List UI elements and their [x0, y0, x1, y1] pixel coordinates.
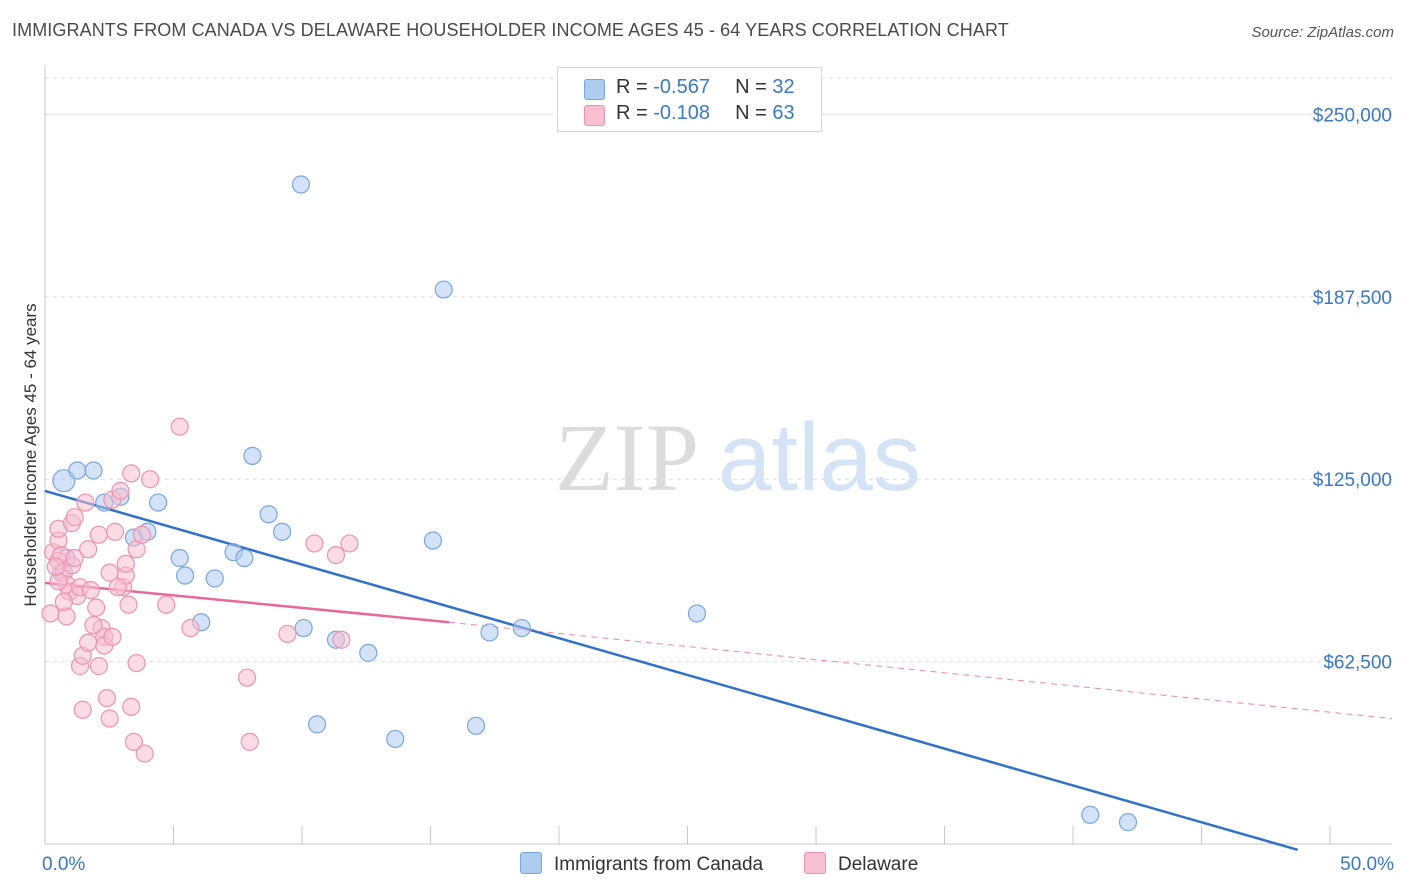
- delaware-point: [340, 534, 359, 553]
- canada-point: [84, 461, 103, 480]
- canada-point: [175, 566, 195, 585]
- data-points: [41, 175, 1138, 832]
- delaware-point: [81, 581, 100, 600]
- bottom-legend-label-delaware: Delaware: [838, 854, 919, 875]
- canada-point: [243, 446, 262, 465]
- legend-swatch-canada: [584, 79, 605, 100]
- watermark-atlas: atlas: [718, 404, 921, 511]
- canada-point: [466, 716, 486, 735]
- bottom-legend-label-canada: Immigrants from Canada: [554, 854, 764, 875]
- delaware-point: [116, 554, 135, 573]
- delaware-point: [157, 595, 176, 614]
- legend-n-label: N =: [735, 102, 773, 124]
- legend-n-value: 63: [772, 102, 795, 124]
- delaware-point: [65, 548, 84, 568]
- bottom-legend-swatch-canada: [520, 852, 542, 874]
- y-tick-label: $250,000: [1313, 105, 1392, 126]
- canada-point: [307, 715, 327, 734]
- legend-r-label: R =: [616, 76, 654, 98]
- canada-point: [434, 280, 453, 299]
- delaware-point: [332, 630, 351, 649]
- tick-labels: $62,500 $125,000 $187,500 $250,000 0.0% 50.0%: [42, 105, 1394, 875]
- delaware-point: [132, 525, 152, 544]
- legend-r-value: -0.567: [653, 76, 710, 98]
- legend-n-value: 32: [772, 76, 795, 98]
- legend-swatch-delaware: [584, 105, 605, 126]
- delaware-point: [305, 534, 324, 553]
- delaware-point: [46, 557, 65, 576]
- delaware-point: [124, 732, 144, 751]
- delaware-point: [87, 598, 106, 617]
- delaware-point: [54, 592, 73, 611]
- canada-point: [68, 461, 87, 480]
- delaware-point: [105, 522, 125, 541]
- canada-point: [149, 493, 168, 512]
- delaware-point: [76, 493, 95, 512]
- correlation-legend: R = -0.567 N = 32 R = -0.108 N = 63: [557, 67, 822, 132]
- delaware-point: [89, 656, 108, 676]
- canada-point: [687, 604, 707, 623]
- canada-point: [170, 548, 189, 568]
- delaware-point: [89, 525, 108, 544]
- bottom-legend-canada: Immigrants from Canada: [520, 852, 763, 876]
- canada-point: [386, 729, 405, 749]
- canada-point: [359, 643, 378, 662]
- delaware-point: [84, 616, 103, 635]
- canada-point: [272, 522, 292, 541]
- delaware-point: [103, 627, 122, 646]
- delaware-point: [127, 653, 146, 673]
- y-tick-label: $62,500: [1323, 653, 1392, 674]
- delaware-point: [326, 546, 346, 565]
- delaware-point: [240, 732, 259, 751]
- delaware-point: [97, 688, 117, 708]
- x-tick-label-start: 0.0%: [42, 854, 85, 875]
- delaware-point: [111, 481, 130, 501]
- y-axis-title: Householder Income Ages 45 - 64 years: [21, 303, 40, 606]
- canada-point: [259, 505, 278, 524]
- y-tick-label: $125,000: [1313, 470, 1392, 491]
- delaware-point: [79, 633, 98, 652]
- delaware-point: [181, 618, 200, 638]
- axes: [44, 66, 1392, 845]
- delaware-point: [170, 417, 189, 436]
- delaware-point: [122, 697, 141, 716]
- legend-r-label: R =: [616, 102, 654, 124]
- canada-point: [294, 618, 313, 638]
- chart-title: IMMIGRANTS FROM CANADA VS DELAWARE HOUSE…: [12, 20, 1009, 40]
- canada-point: [1118, 813, 1138, 832]
- canada-point: [512, 618, 531, 638]
- legend-n-label: N =: [735, 76, 773, 98]
- delaware-point: [41, 604, 60, 623]
- delaware-point: [237, 668, 257, 687]
- delaware-point: [73, 700, 92, 719]
- source-label: Source: ZipAtlas.com: [1251, 24, 1394, 41]
- delaware-point: [79, 540, 98, 559]
- canada-point: [1081, 805, 1100, 824]
- y-tick-label: $187,500: [1313, 288, 1392, 309]
- delaware-point: [100, 709, 119, 728]
- watermark-zip: ZIP: [555, 404, 699, 511]
- x-tick-label-end: 50.0%: [1340, 854, 1394, 875]
- canada-point: [423, 531, 443, 550]
- delaware-point: [135, 744, 154, 763]
- canada-trend-line: [44, 489, 1299, 852]
- delaware-point: [65, 508, 84, 527]
- delaware-trend-line-extension: [449, 621, 1393, 720]
- canada-point: [291, 175, 311, 194]
- delaware-point: [108, 578, 127, 597]
- gridlines: [45, 77, 1392, 663]
- delaware-point: [140, 470, 160, 489]
- delaware-point: [119, 595, 138, 614]
- canada-point: [480, 623, 499, 642]
- canada-point: [52, 469, 76, 493]
- legend-r-value: -0.108: [653, 102, 710, 124]
- canada-point: [205, 569, 224, 588]
- delaware-point: [122, 464, 141, 483]
- delaware-point: [278, 624, 297, 643]
- bottom-legend-delaware: Delaware: [804, 852, 918, 876]
- bottom-legend-swatch-delaware: [804, 852, 826, 874]
- canada-point: [235, 548, 254, 568]
